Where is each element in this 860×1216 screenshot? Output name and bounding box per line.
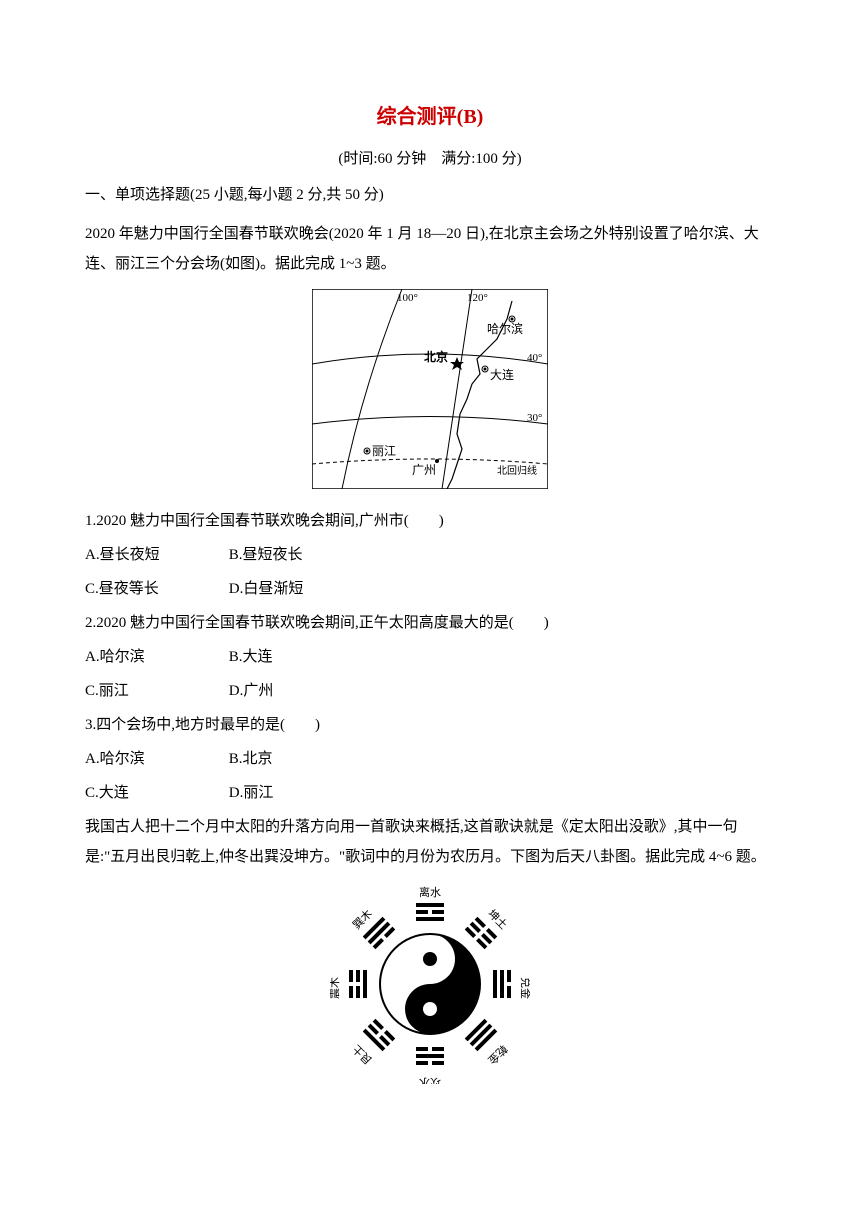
beijing-label: 北京 <box>424 349 448 364</box>
q3-opt-d: D.丽江 <box>229 778 369 808</box>
q1-options-row2: C.昼夜等长 D.白昼渐短 <box>85 574 775 604</box>
intro-text-1: 2020 年魅力中国行全国春节联欢晚会(2020 年 1 月 18—20 日),… <box>85 219 775 279</box>
map-figure: 100° 120° 40° 30° 哈尔滨 北京 大连 丽江 广州 北回归线 <box>85 289 775 494</box>
bagua-right: 兑金 <box>519 977 530 999</box>
dalian-label: 大连 <box>490 367 514 382</box>
q2-opt-b: B.大连 <box>229 642 369 672</box>
bagua-bottomleft: 艮土 <box>350 1042 375 1067</box>
bagua-left: 震木 <box>330 977 341 999</box>
q3-opt-c: C.大连 <box>85 778 225 808</box>
bagua-figure: 离水 坤土 兑金 乾金 坎水 艮土 震木 巽木 <box>85 884 775 1089</box>
q3-options-row1: A.哈尔滨 B.北京 <box>85 744 775 774</box>
bagua-topright: 坤土 <box>485 906 510 931</box>
time-info: (时间:60 分钟 满分:100 分) <box>85 147 775 168</box>
exam-title: 综合测评(B) <box>85 100 775 129</box>
q2-opt-a: A.哈尔滨 <box>85 642 225 672</box>
q1-opt-a: A.昼长夜短 <box>85 540 225 570</box>
bagua-bottomright: 乾金 <box>485 1042 510 1067</box>
q3-options-row2: C.大连 D.丽江 <box>85 778 775 808</box>
lon-120-label: 120° <box>467 292 488 304</box>
bagua-bottom: 坎水 <box>419 1076 441 1084</box>
harbin-label: 哈尔滨 <box>487 321 523 336</box>
q3-opt-b: B.北京 <box>229 744 369 774</box>
q2-options-row2: C.丽江 D.广州 <box>85 676 775 706</box>
lijiang-label: 丽江 <box>372 444 396 458</box>
question-2: 2.2020 魅力中国行全国春节联欢晚会期间,正午太阳高度最大的是( ) <box>85 608 775 638</box>
q2-opt-d: D.广州 <box>229 676 369 706</box>
q1-options-row1: A.昼长夜短 B.昼短夜长 <box>85 540 775 570</box>
q1-opt-d: D.白昼渐短 <box>229 574 369 604</box>
question-1: 1.2020 魅力中国行全国春节联欢晚会期间,广州市( ) <box>85 506 775 536</box>
bagua-top: 离水 <box>419 885 441 899</box>
lat-40-label: 40° <box>527 352 542 364</box>
q2-opt-c: C.丽江 <box>85 676 225 706</box>
tropic-label: 北回归线 <box>497 464 537 477</box>
section-header: 一、单项选择题(25 小题,每小题 2 分,共 50 分) <box>85 182 775 209</box>
china-map-svg: 100° 120° 40° 30° 哈尔滨 北京 大连 丽江 广州 北回归线 <box>312 289 548 489</box>
question-3: 3.四个会场中,地方时最早的是( ) <box>85 710 775 740</box>
intro-text-2: 我国古人把十二个月中太阳的升落方向用一首歌诀来概括,这首歌诀就是《定太阳出没歌》… <box>85 812 775 872</box>
bagua-svg: 离水 坤土 兑金 乾金 坎水 艮土 震木 巽木 <box>330 884 530 1084</box>
q1-opt-b: B.昼短夜长 <box>229 540 369 570</box>
guangzhou-label: 广州 <box>412 463 436 477</box>
q1-opt-c: C.昼夜等长 <box>85 574 225 604</box>
lat-30-label: 30° <box>527 412 542 424</box>
q2-options-row1: A.哈尔滨 B.大连 <box>85 642 775 672</box>
lon-100-label: 100° <box>397 292 418 304</box>
q3-opt-a: A.哈尔滨 <box>85 744 225 774</box>
